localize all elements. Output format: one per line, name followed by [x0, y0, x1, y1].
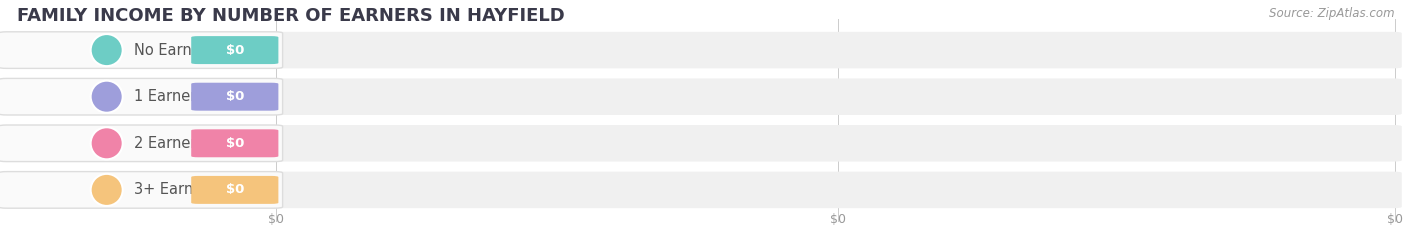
Ellipse shape: [90, 127, 122, 159]
Text: 2 Earners: 2 Earners: [134, 136, 204, 151]
Text: Source: ZipAtlas.com: Source: ZipAtlas.com: [1270, 7, 1395, 20]
FancyBboxPatch shape: [0, 171, 1402, 208]
FancyBboxPatch shape: [191, 176, 278, 204]
FancyBboxPatch shape: [191, 36, 278, 64]
Text: $0: $0: [225, 90, 245, 103]
Text: $0: $0: [830, 213, 846, 226]
Text: $0: $0: [1386, 213, 1403, 226]
FancyBboxPatch shape: [0, 125, 1402, 162]
Text: 3+ Earners: 3+ Earners: [134, 182, 217, 197]
FancyBboxPatch shape: [0, 125, 283, 162]
Text: 1 Earner: 1 Earner: [134, 89, 197, 104]
FancyBboxPatch shape: [0, 32, 283, 69]
FancyBboxPatch shape: [0, 171, 283, 208]
Ellipse shape: [90, 81, 122, 113]
Text: $0: $0: [267, 213, 284, 226]
Text: $0: $0: [225, 183, 245, 196]
FancyBboxPatch shape: [0, 32, 1402, 69]
Ellipse shape: [90, 34, 122, 66]
Text: FAMILY INCOME BY NUMBER OF EARNERS IN HAYFIELD: FAMILY INCOME BY NUMBER OF EARNERS IN HA…: [17, 7, 565, 25]
FancyBboxPatch shape: [191, 129, 278, 157]
FancyBboxPatch shape: [191, 83, 278, 111]
FancyBboxPatch shape: [0, 78, 283, 115]
Text: $0: $0: [225, 44, 245, 57]
Ellipse shape: [90, 174, 122, 206]
Text: No Earners: No Earners: [134, 43, 215, 58]
Text: $0: $0: [225, 137, 245, 150]
FancyBboxPatch shape: [0, 78, 1402, 115]
